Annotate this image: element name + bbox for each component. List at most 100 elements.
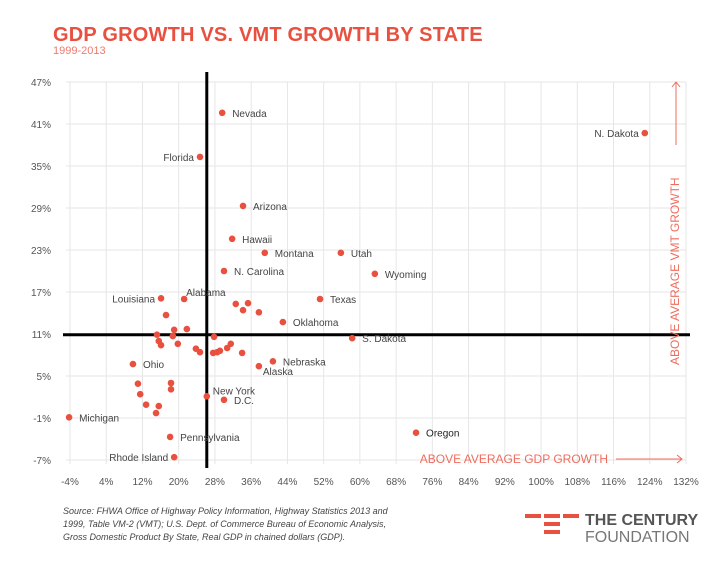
data-point <box>170 453 178 461</box>
data-point <box>136 390 144 398</box>
point-label: Arizona <box>253 202 287 213</box>
data-point <box>220 267 228 275</box>
x-tick-label: 28% <box>205 477 225 488</box>
data-point <box>174 340 182 348</box>
y-tick-label: 41% <box>31 120 51 131</box>
y-tick-label: 35% <box>31 162 51 173</box>
data-point <box>269 358 277 365</box>
point-label: Utah <box>351 249 372 260</box>
data-point <box>316 295 324 303</box>
point-label: Texas <box>330 295 356 306</box>
x-tick-label: 132% <box>673 477 699 488</box>
data-point <box>65 414 73 421</box>
point-label: Oklahoma <box>293 318 339 329</box>
tick-labels: -4% 4% 12% 20% 28% 36% 44% 52% 60% 68% 76% 84% 92% 10… <box>31 78 699 488</box>
data-point <box>170 326 178 334</box>
data-point <box>180 295 188 303</box>
data-point <box>203 393 211 400</box>
data-point <box>155 402 163 410</box>
data-point <box>228 235 236 243</box>
y-tick-label: 5% <box>37 372 52 383</box>
data-point <box>196 348 204 356</box>
data-point <box>210 333 218 341</box>
data-point <box>157 341 165 349</box>
data-point <box>412 429 420 437</box>
y-tick-label: 11% <box>32 330 51 341</box>
point-label: Pennsylvania <box>180 433 240 444</box>
point-label: N. Dakota <box>594 129 639 140</box>
point-label: Oregon <box>426 429 459 440</box>
data-point <box>153 331 161 339</box>
data-points <box>65 109 649 461</box>
point-label: Nebraska <box>283 357 326 368</box>
point-label: Nevada <box>232 109 267 120</box>
data-point <box>167 386 175 393</box>
x-tick-label: 52% <box>314 477 334 488</box>
x-tick-label: 100% <box>528 477 554 488</box>
data-point <box>167 379 175 387</box>
point-label: D.C. <box>234 396 254 407</box>
data-point <box>227 340 235 348</box>
data-point <box>239 202 247 210</box>
data-point <box>162 311 170 319</box>
data-point <box>129 360 137 368</box>
data-point <box>244 299 252 307</box>
point-label: S. Dakota <box>362 334 406 345</box>
data-point <box>279 318 287 326</box>
data-point <box>239 306 247 314</box>
data-point <box>261 249 269 257</box>
y-tick-label: 29% <box>31 204 51 215</box>
point-label: Rhode Island <box>109 453 168 464</box>
point-label: Ohio <box>143 360 165 371</box>
x-tick-label: 124% <box>637 477 663 488</box>
y-tick-label: -1% <box>33 414 51 425</box>
data-point <box>183 325 191 333</box>
y-tick-label: 47% <box>31 78 51 89</box>
data-point <box>134 380 142 388</box>
chart-title: GDP GROWTH VS. VMT GROWTH BY STATE <box>53 24 483 46</box>
data-point <box>371 270 379 278</box>
point-label: Hawaii <box>242 235 272 246</box>
logo-line1: THE CENTURY <box>585 512 699 529</box>
x-tick-label: 108% <box>565 477 591 488</box>
x-tick-label: 92% <box>495 477 515 488</box>
x-tick-label: 12% <box>132 477 152 488</box>
grid <box>66 81 687 464</box>
point-label: Alabama <box>186 288 226 299</box>
point-label: New York <box>213 386 256 397</box>
average-lines <box>63 72 690 468</box>
data-point <box>196 153 204 161</box>
data-point <box>255 309 263 316</box>
x-tick-label: -4% <box>61 477 79 488</box>
point-label: Michigan <box>79 413 119 424</box>
point-label: Wyoming <box>385 270 427 281</box>
data-point <box>157 295 165 302</box>
data-point <box>216 347 224 355</box>
x-tick-label: 76% <box>422 477 442 488</box>
century-foundation-logo-icon <box>525 514 579 534</box>
x-tick-label: 44% <box>277 477 297 488</box>
x-tick-label: 4% <box>99 477 114 488</box>
data-point <box>337 249 345 257</box>
data-point <box>142 401 150 409</box>
data-point <box>152 409 160 417</box>
data-point <box>218 109 226 117</box>
chart-subtitle: 1999-2013 <box>53 45 106 57</box>
x-axis-title: ABOVE AVERAGE GDP GROWTH <box>420 452 683 466</box>
data-point <box>641 129 649 137</box>
data-point <box>169 332 177 340</box>
x-axis-label: ABOVE AVERAGE GDP GROWTH <box>420 452 608 466</box>
point-label: Florida <box>163 153 194 164</box>
y-axis-label: ABOVE AVERAGE VMT GROWTH <box>668 177 682 365</box>
data-point <box>166 433 174 441</box>
point-label: Montana <box>275 249 314 260</box>
y-tick-label: -7% <box>33 456 51 467</box>
point-label: Alaska <box>263 367 293 378</box>
x-tick-label: 36% <box>241 477 261 488</box>
x-tick-label: 60% <box>350 477 370 488</box>
y-tick-label: 17% <box>31 288 51 299</box>
point-label: Louisiana <box>112 294 155 305</box>
data-point <box>220 396 228 404</box>
